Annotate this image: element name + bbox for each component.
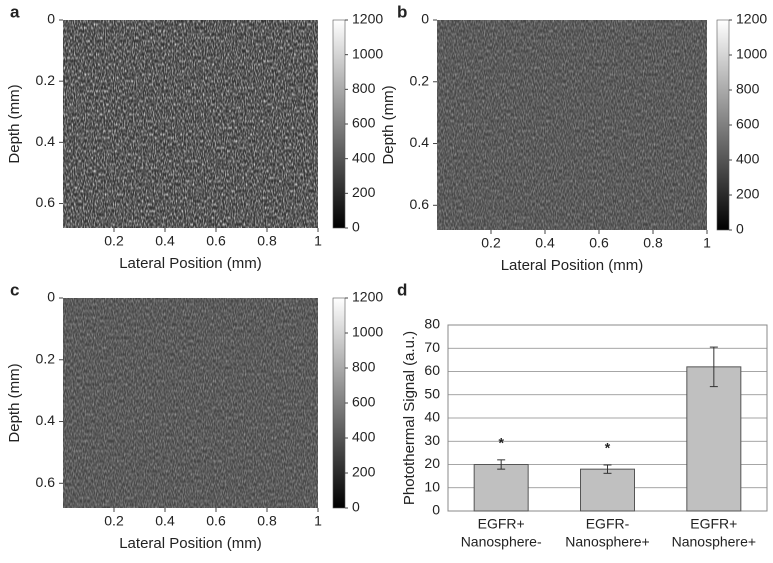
colorbar-tick-label: 400 <box>736 151 760 167</box>
image <box>63 298 318 508</box>
bar <box>686 366 742 512</box>
y-axis-label: Depth (mm) <box>6 363 23 442</box>
x-tick-label: 0.8 <box>643 235 663 251</box>
colorbar-tick-label: 600 <box>352 394 376 410</box>
colorbar-tick-label: 400 <box>352 149 376 165</box>
y-tick-label: 30 <box>424 432 440 448</box>
panel-label: d <box>397 280 407 299</box>
panel-label: b <box>397 2 407 21</box>
y-tick-label: 0.4 <box>36 133 56 149</box>
x-tick-label: Nanosphere+ <box>565 534 649 550</box>
x-tick-label: 1 <box>314 233 322 249</box>
x-tick-label: 1 <box>703 235 711 251</box>
x-tick-label: 0.2 <box>481 235 501 251</box>
colorbar-tick-label: 800 <box>352 359 376 375</box>
x-tick-label: 0.2 <box>104 513 124 529</box>
bar <box>580 468 635 512</box>
x-tick-label: 0.4 <box>535 235 555 251</box>
y-tick-label: 10 <box>424 478 440 494</box>
x-axis-label: Lateral Position (mm) <box>119 255 262 272</box>
x-tick-label: 0.2 <box>104 233 124 249</box>
y-tick-label: 70 <box>424 339 440 355</box>
x-tick-label: 0.8 <box>257 233 277 249</box>
x-tick-label: 0.6 <box>589 235 609 251</box>
colorbar-tick-label: 1200 <box>352 289 383 305</box>
y-tick-label: 0.2 <box>36 72 56 88</box>
colorbar-tick-label: 1000 <box>352 45 383 61</box>
x-tick-label: EGFR+ <box>690 516 737 532</box>
bar <box>473 464 529 512</box>
y-tick-label: 0.2 <box>36 350 56 366</box>
y-tick-label: 40 <box>424 409 440 425</box>
colorbar-tick-label: 1000 <box>736 46 767 62</box>
y-tick-label: 0.4 <box>410 134 430 150</box>
colorbar-tick-label: 1200 <box>352 11 383 27</box>
colorbar-tick-label: 0 <box>736 221 744 237</box>
y-tick-label: 0.2 <box>410 72 430 88</box>
y-tick-label: 50 <box>424 385 440 401</box>
y-tick-label: 0.6 <box>410 196 430 212</box>
y-tick-label: 0.4 <box>36 412 56 428</box>
x-axis-label: Lateral Position (mm) <box>119 535 262 552</box>
image <box>63 20 318 228</box>
y-tick-label: 60 <box>424 362 440 378</box>
x-tick-label: EGFR+ <box>478 516 525 532</box>
y-tick-label: 0 <box>47 289 55 305</box>
y-axis-label: Photothermal Signal (a.u.) <box>401 331 418 505</box>
y-tick-label: 0.6 <box>36 474 56 490</box>
y-tick-label: 20 <box>424 455 440 471</box>
colorbar-tick-label: 600 <box>352 115 376 131</box>
x-tick-label: 1 <box>314 513 322 529</box>
x-tick-label: 0.6 <box>206 233 226 249</box>
colorbar <box>332 19 346 229</box>
colorbar-tick-label: 1000 <box>352 324 383 340</box>
y-tick-label: 0.6 <box>36 194 56 210</box>
x-tick-label: Nanosphere- <box>461 534 542 550</box>
y-tick-label: 80 <box>424 316 440 332</box>
colorbar-tick-label: 0 <box>352 219 360 235</box>
colorbar <box>716 19 730 231</box>
colorbar-tick-label: 800 <box>736 81 760 97</box>
panel-label: a <box>10 2 20 21</box>
x-tick-label: 0.8 <box>257 513 277 529</box>
colorbar-tick-label: 200 <box>352 184 376 200</box>
y-tick-label: 0 <box>47 11 55 27</box>
y-axis-label: Depth (mm) <box>6 84 23 163</box>
image <box>437 20 707 230</box>
colorbar-tick-label: 600 <box>736 116 760 132</box>
colorbar-tick-label: 0 <box>352 499 360 515</box>
x-tick-label: 0.4 <box>155 233 175 249</box>
panel-label: c <box>10 280 19 299</box>
colorbar-tick-label: 400 <box>352 429 376 445</box>
significance-marker: * <box>498 435 504 451</box>
colorbar-tick-label: 200 <box>352 464 376 480</box>
colorbar-tick-label: 200 <box>736 186 760 202</box>
x-tick-label: Nanosphere+ <box>672 534 756 550</box>
colorbar <box>332 297 346 509</box>
x-axis-label: Lateral Position (mm) <box>501 257 644 274</box>
x-tick-label: 0.6 <box>206 513 226 529</box>
colorbar-tick-label: 1200 <box>736 11 767 27</box>
y-tick-label: 0 <box>432 502 440 518</box>
x-tick-label: 0.4 <box>155 513 175 529</box>
significance-marker: * <box>605 440 611 456</box>
y-axis-label: Depth (mm) <box>380 85 397 164</box>
y-tick-label: 0 <box>421 11 429 27</box>
colorbar-tick-label: 800 <box>352 80 376 96</box>
x-tick-label: EGFR- <box>586 516 630 532</box>
